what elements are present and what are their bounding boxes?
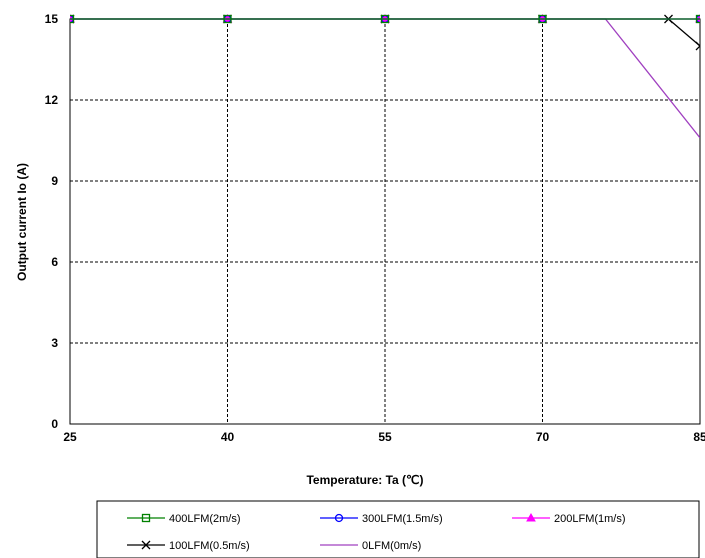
legend-label: 0LFM(0m/s) (362, 540, 421, 552)
y-tick-label: 0 (51, 417, 58, 431)
y-axis-ticks: 0 3 6 9 12 15 (45, 12, 59, 431)
y-tick-label: 6 (51, 255, 58, 269)
y-tick-label: 3 (51, 336, 58, 350)
legend-label: 200LFM(1m/s) (554, 513, 626, 525)
x-marker (141, 540, 151, 550)
triangle-marker (526, 512, 536, 522)
legend-label: 300LFM(1.5m/s) (362, 513, 443, 525)
x-tick-label: 55 (378, 430, 392, 444)
y-tick-label: 12 (45, 93, 59, 107)
x-marker (695, 41, 700, 51)
legend-box (96, 500, 700, 558)
square-marker (538, 14, 547, 24)
x-tick-label: 40 (221, 430, 235, 444)
legend-item: 0LFM(0m/s) (320, 540, 421, 552)
square-marker (141, 513, 151, 523)
x-tick-label: 70 (536, 430, 550, 444)
legend-label: 400LFM(2m/s) (169, 513, 241, 525)
square-marker (70, 14, 75, 24)
legend-item: 100LFM(0.5m/s) (127, 540, 250, 552)
legend-item: 300LFM(1.5m/s) (320, 513, 443, 525)
legend: 400LFM(2m/s) 300LFM(1.5m/s) 200LFM(1m/s) 10… (127, 512, 626, 552)
legend-item: 400LFM(2m/s) (127, 513, 241, 525)
grid-lines (70, 19, 700, 424)
series-layer (70, 13, 700, 139)
y-tick-label: 9 (51, 174, 58, 188)
x-tick-label: 25 (63, 430, 77, 444)
legend-item: 200LFM(1m/s) (512, 512, 626, 525)
x-tick-label: 85 (693, 430, 705, 444)
square-marker (695, 14, 700, 24)
circle-marker (334, 513, 344, 523)
legend-label: 100LFM(0.5m/s) (169, 540, 250, 552)
square-marker (223, 14, 232, 24)
series-0 (70, 14, 700, 24)
x-axis-label: Temperature: Ta (℃) (306, 473, 423, 487)
x-axis-ticks: 25 40 55 70 85 (63, 430, 705, 444)
square-marker (380, 14, 390, 24)
y-tick-label: 15 (45, 12, 59, 26)
y-axis-label: Output current Io (A) (15, 163, 29, 281)
